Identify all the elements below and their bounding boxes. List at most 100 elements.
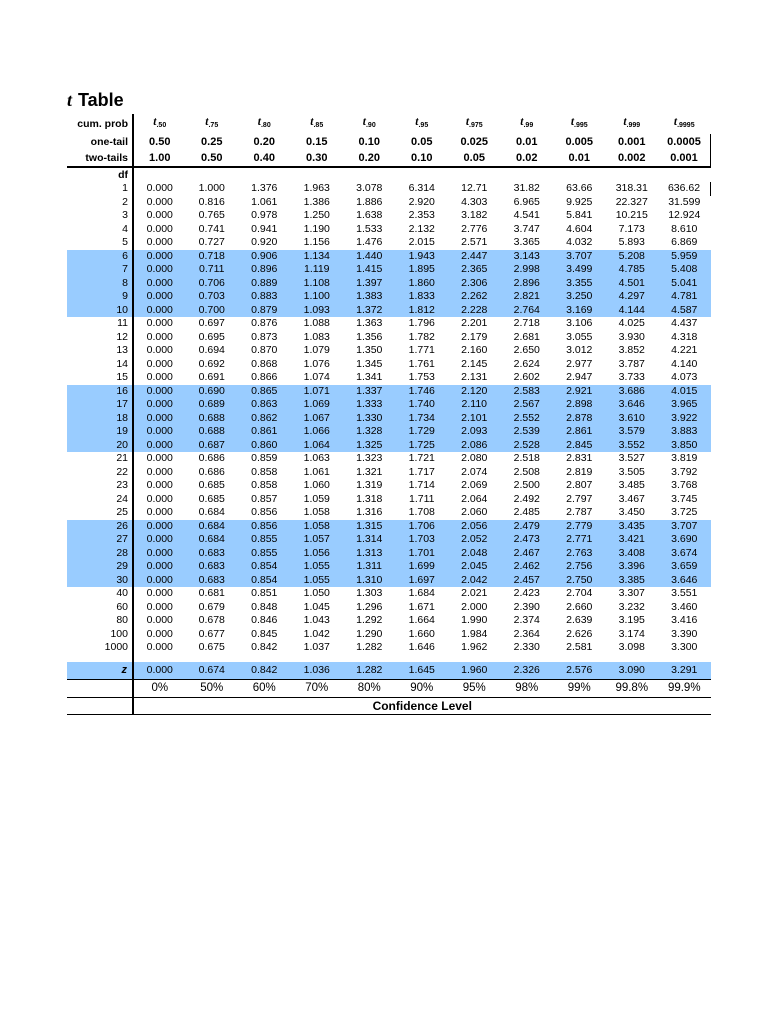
t-value-cell: 3.850 (671, 438, 698, 451)
t-value-cell: 1.045 (303, 600, 330, 613)
t-distribution-table: cum. prob t.50 t.75 t.80 t.85 t.90 t.95 t.975 t… (67, 114, 711, 715)
t-value-cell: 1.290 (356, 627, 383, 640)
t-value-cell: 2.821 (513, 290, 540, 303)
t-value-cell: 0.000 (146, 236, 173, 249)
t-value-cell: 4.785 (618, 263, 645, 276)
t-value-cell: 2.819 (566, 465, 593, 478)
t-value-cell: 8.610 (671, 222, 698, 235)
df-value: 16 (67, 384, 134, 398)
df-header-empty-cell (448, 167, 501, 182)
t-value-cell: 2.365 (461, 263, 488, 276)
t-value-cell: 3.674 (671, 546, 698, 559)
t-value-cell: 0.688 (198, 425, 225, 438)
t-value-cell: 1.699 (408, 560, 435, 573)
t-value-cell: 1.296 (356, 600, 383, 613)
t-value-cell: 1.108 (303, 276, 330, 289)
cum-prob-row: cum. prob t.50 t.75 t.80 t.85 t.90 t.95 t.975 t… (67, 114, 711, 134)
t-value-cell: 5.041 (671, 276, 698, 289)
t-value-cell: 2.479 (513, 519, 540, 532)
t-value-cell: 4.221 (671, 344, 698, 357)
t-value-cell: 4.140 (671, 357, 698, 370)
t-value-cell: 1.325 (356, 438, 383, 451)
df-row-25: 25 0.000 0.684 0.856 1.058 1.316 1.708 2.060 2.4… (67, 506, 711, 520)
confidence-percent: 95% (448, 679, 501, 698)
df-row-3: 3 0.000 0.765 0.978 1.250 1.638 2.353 3.182 4.54… (67, 209, 711, 223)
t-value-cell: 0.858 (251, 479, 278, 492)
df-value: 7 (67, 263, 134, 277)
t-value-cell: 2.583 (513, 384, 540, 397)
t-value-cell: 1.067 (303, 411, 330, 424)
two-tails-label: two-tails (67, 150, 134, 168)
df-row-15: 15 0.000 0.691 0.866 1.074 1.341 1.753 2.131 2.6… (67, 371, 711, 385)
t-value-cell: 0.854 (251, 573, 278, 586)
t-value-cell: 0.000 (146, 600, 173, 613)
t-value-cell: 2.518 (513, 452, 540, 465)
one-tail-value: 0.005 (565, 136, 594, 148)
t-value-cell: 2.581 (566, 641, 593, 654)
t-column-header: t.50 (133, 114, 186, 134)
t-value-cell: 1.646 (408, 641, 435, 654)
t-value-cell: 6.965 (513, 195, 540, 208)
z-value-cell: 3.090 (605, 661, 658, 680)
t-value-cell: 2.306 (461, 276, 488, 289)
df-value: 3 (67, 209, 134, 223)
t-value-cell: 0.906 (251, 249, 278, 262)
t-subscript: .975 (469, 122, 483, 129)
t-value-cell: 0.846 (251, 614, 278, 627)
t-value-cell: 1.664 (408, 614, 435, 627)
t-value-cell: 0.692 (198, 357, 225, 370)
t-value-cell: 2.763 (566, 546, 593, 559)
t-value-cell: 1.895 (408, 263, 435, 276)
t-value-cell: 0.000 (146, 614, 173, 627)
t-value-cell: 1.055 (303, 573, 330, 586)
t-value-cell: 1.660 (408, 627, 435, 640)
t-value-cell: 0.000 (146, 587, 173, 600)
t-value-cell: 0.689 (198, 398, 225, 411)
t-value-cell: 2.052 (461, 533, 488, 546)
df-label: df (67, 167, 134, 182)
t-value-cell: 0.684 (198, 519, 225, 532)
t-value-cell: 2.508 (513, 465, 540, 478)
df-row-10: 10 0.000 0.700 0.879 1.093 1.372 1.812 2.228 2.7… (67, 303, 711, 317)
t-value-cell: 0.000 (146, 641, 173, 654)
df-row-30: 30 0.000 0.683 0.854 1.055 1.310 1.697 2.042 2.4… (67, 573, 711, 587)
t-value-cell: 0.000 (146, 479, 173, 492)
two-tails-value: 0.30 (290, 150, 343, 168)
t-value-cell: 3.300 (671, 641, 698, 654)
t-value-cell: 2.364 (513, 627, 540, 640)
t-column-header: t.90 (343, 114, 396, 134)
t-value-cell: 1.386 (303, 195, 330, 208)
confidence-row-empty-cell (67, 679, 134, 698)
t-value-cell: 2.624 (513, 357, 540, 370)
df-value: 13 (67, 344, 134, 358)
t-value-cell: 2.660 (566, 600, 593, 613)
t-value-cell: 1.341 (356, 371, 383, 384)
t-value-cell: 2.787 (566, 506, 593, 519)
t-value-cell: 3.686 (618, 384, 645, 397)
df-row-17: 17 0.000 0.689 0.863 1.069 1.333 1.740 2.110 2.5… (67, 398, 711, 412)
t-value-cell: 2.390 (513, 600, 540, 613)
t-value-cell: 1.318 (356, 492, 383, 505)
t-value-cell: 1.093 (303, 303, 330, 316)
t-value-cell: 1.060 (303, 479, 330, 492)
one-tail-value: 0.50 (149, 136, 171, 148)
one-tail-value: 0.25 (201, 136, 223, 148)
t-value-cell: 4.604 (566, 222, 593, 235)
df-header-empty-cell (343, 167, 396, 182)
t-value-cell: 1.740 (408, 398, 435, 411)
t-value-cell: 2.750 (566, 573, 593, 586)
t-symbol: t (153, 116, 157, 128)
t-value-cell: 2.060 (461, 506, 488, 519)
df-value: 12 (67, 330, 134, 344)
confidence-percent: 70% (290, 679, 343, 698)
t-value-cell: 0.866 (251, 371, 278, 384)
t-value-cell: 1.156 (303, 236, 330, 249)
t-value-cell: 1.088 (303, 317, 330, 330)
t-value-cell: 1.746 (408, 384, 435, 397)
t-value-cell: 0.683 (198, 546, 225, 559)
t-value-cell: 1.397 (356, 276, 383, 289)
t-value-cell: 3.396 (618, 560, 645, 573)
t-value-cell: 31.82 (513, 182, 540, 195)
t-value-cell: 0.856 (251, 506, 278, 519)
t-value-cell: 3.646 (618, 398, 645, 411)
